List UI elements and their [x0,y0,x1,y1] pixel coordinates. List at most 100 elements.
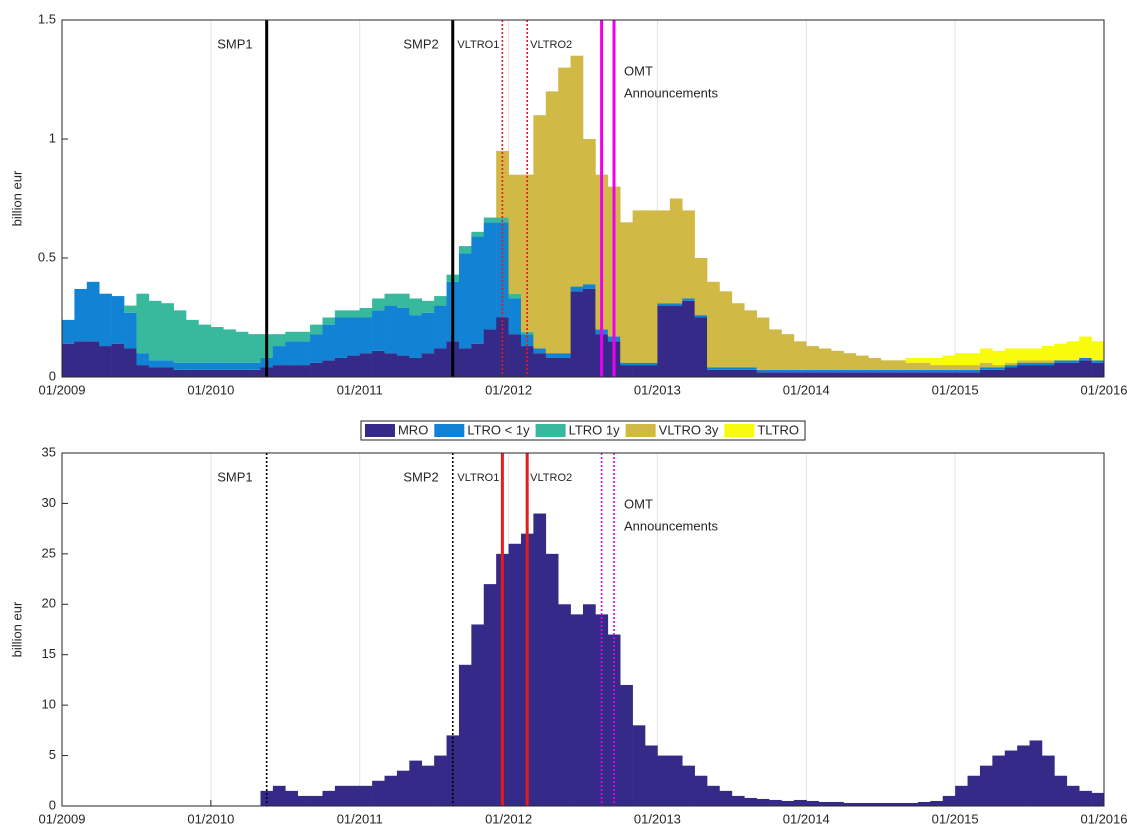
bar-segment [508,174,522,294]
bar-segment [223,362,236,370]
bar [756,798,770,806]
bar-segment [682,298,695,301]
bar-segment [781,369,795,373]
bar-segment [893,372,906,377]
bar [1079,790,1092,806]
bar-segment [1054,362,1068,377]
bar-segment [620,362,633,366]
bar [545,553,559,806]
bar-segment [781,372,795,377]
bar-segment [285,341,298,366]
bar-segment [372,310,385,351]
event-label: VLTRO2 [530,472,572,484]
bar-segment [855,369,869,373]
bar-segment [744,310,757,368]
bar-segment [173,310,187,363]
bar-segment [508,334,522,377]
bar [322,790,336,806]
bar-segment [632,365,646,377]
y-tick-label: 15 [42,646,56,661]
bar-segment [880,369,894,373]
bar-segment [583,288,596,377]
x-tick-label: 01/2014 [783,811,830,826]
bar-segment [1041,365,1055,377]
bar-segment [421,312,435,354]
bar-segment [1029,348,1043,361]
plot-frame [61,19,1105,378]
bar [1029,740,1043,806]
bar-segment [979,362,993,368]
x-tick-label: 01/2014 [783,382,830,397]
bar [1004,750,1018,806]
bar-segment [719,367,733,370]
bar-segment [545,353,559,358]
bar-segment [297,365,311,377]
bar-segment [669,198,683,304]
bar-segment [967,369,981,373]
bar-segment [1004,362,1018,366]
bar-segment [979,348,993,363]
bar [917,801,931,806]
bar-segment [272,365,286,377]
bar-segment [818,372,832,377]
bar [558,604,571,806]
bar-segment [806,346,819,370]
bar-segment [992,365,1006,368]
bar-segment [806,369,819,373]
bar [1054,775,1068,806]
bar-segment [831,369,844,373]
bar-segment [533,115,547,349]
bar-segment [781,334,795,370]
bar-segment [967,365,981,370]
bar-segment [322,360,336,377]
event-label: SMP2 [403,36,438,51]
bar-segment [831,372,844,377]
bar [1066,785,1080,806]
bar-segment [434,348,447,377]
bar-segment [99,293,112,347]
y-tick-label: 5 [49,747,56,762]
bar-segment [533,353,547,377]
bar [570,614,584,806]
bar-segment [744,369,757,377]
bar-segment [297,331,311,342]
plot-frame [61,452,1105,807]
bar-segment [1079,360,1092,377]
bar-segment [409,298,423,316]
legend-label: TLTRO [757,422,799,437]
bar-segment [1017,362,1030,366]
bar [818,801,832,806]
bar-segment [1079,357,1092,361]
bar-segment [930,369,944,373]
bar-segment [161,303,174,361]
bar-segment [248,334,261,363]
bar-segment [570,291,584,377]
bar-segment [310,362,323,377]
bar [843,802,857,806]
bar [458,664,472,806]
bar-segment [793,372,807,377]
bar [707,785,720,806]
bar [930,800,944,806]
bar-segment [917,369,931,373]
x-tick-label: 01/2009 [39,382,86,397]
x-tick-label: 01/2015 [932,382,979,397]
bar-segment [310,324,323,335]
bar-segment [124,312,137,349]
bar-segment [645,362,658,366]
bar-segment [583,284,596,289]
bar-segment [161,367,174,377]
bar [272,785,286,806]
bar [793,799,807,806]
bar [905,802,919,806]
bar-segment [855,355,869,370]
bar-segment [917,372,931,377]
bar-segment [942,372,956,377]
bar-segment [310,334,323,363]
bar-segment [1091,360,1105,363]
bar-segment [1017,360,1030,363]
bar-segment [421,353,435,377]
bar-segment [384,293,398,306]
bar-segment [620,222,633,363]
